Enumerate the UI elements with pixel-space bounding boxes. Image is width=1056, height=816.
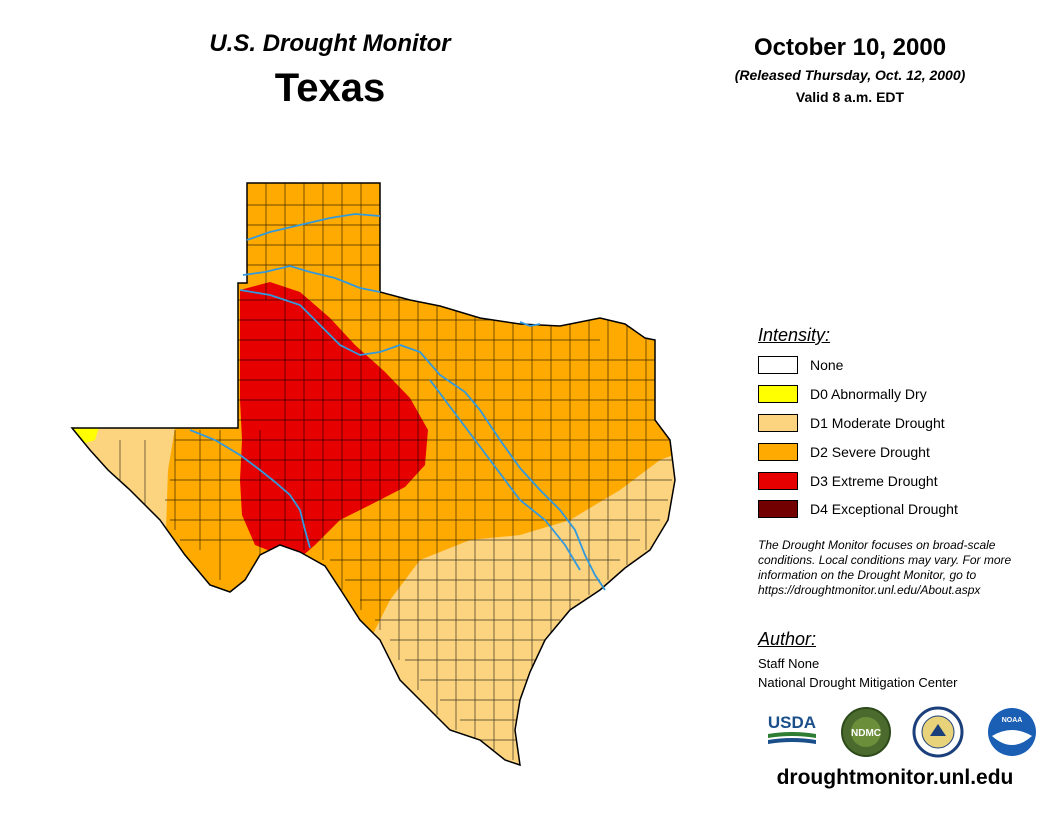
ndmc-logo: NDMC bbox=[840, 706, 892, 763]
author-organization: National Drought Mitigation Center bbox=[758, 675, 958, 690]
red-river bbox=[242, 265, 381, 293]
legend-swatch bbox=[758, 385, 798, 403]
legend-swatch bbox=[758, 500, 798, 518]
noaa-logo: NOAA bbox=[986, 706, 1038, 763]
legend-item-none: None bbox=[758, 354, 843, 376]
legend-label: D4 Exceptional Drought bbox=[810, 501, 958, 517]
legend-swatch bbox=[758, 443, 798, 461]
commerce-seal-logo bbox=[912, 706, 964, 763]
state-border bbox=[70, 182, 676, 767]
legend-item-d1: D1 Moderate Drought bbox=[758, 412, 945, 434]
legend-swatch bbox=[758, 472, 798, 490]
legend-label: None bbox=[810, 357, 844, 373]
legend-item-d0: D0 Abnormally Dry bbox=[758, 383, 927, 405]
usda-logo: USDA bbox=[766, 706, 818, 755]
legend-swatch bbox=[758, 414, 798, 432]
pecos-river bbox=[189, 429, 311, 549]
state-title: Texas bbox=[274, 66, 386, 110]
trinity-river bbox=[429, 379, 581, 571]
footer-url[interactable]: droughtmonitor.unl.edu bbox=[776, 766, 1014, 789]
release-date: (Released Thursday, Oct. 12, 2000) bbox=[734, 67, 966, 83]
legend-item-d2: D2 Severe Drought bbox=[758, 441, 930, 463]
rivers bbox=[189, 213, 606, 591]
legend-label: D3 Extreme Drought bbox=[810, 473, 938, 489]
legend-swatch bbox=[758, 356, 798, 374]
map-date: October 10, 2000 bbox=[753, 34, 947, 61]
valid-time: Valid 8 a.m. EDT bbox=[795, 89, 905, 105]
legend-label: D2 Severe Drought bbox=[810, 444, 930, 460]
legend-label: D0 Abnormally Dry bbox=[810, 386, 927, 402]
legend-item-d3: D3 Extreme Drought bbox=[758, 470, 938, 492]
legend-title: Intensity: bbox=[758, 325, 831, 345]
author-heading: Author: bbox=[758, 629, 817, 649]
noaa-logo-text: NOAA bbox=[1002, 717, 1023, 724]
d1-west-region bbox=[72, 420, 175, 600]
legend-item-d4: D4 Exceptional Drought bbox=[758, 498, 958, 520]
ndmc-logo-text: NDMC bbox=[851, 728, 881, 739]
author-name: Staff None bbox=[758, 656, 820, 671]
info-note: The Drought Monitor focuses on broad-sca… bbox=[758, 538, 1012, 597]
legend-label: D1 Moderate Drought bbox=[810, 415, 945, 431]
canadian-river bbox=[246, 213, 381, 241]
usda-logo-text: USDA bbox=[768, 713, 816, 732]
brazos-river bbox=[239, 289, 606, 591]
county-lines bbox=[119, 183, 672, 760]
texas-drought-map bbox=[70, 182, 676, 767]
monitor-title: U.S. Drought Monitor bbox=[209, 30, 451, 57]
sabine-river bbox=[519, 321, 541, 327]
